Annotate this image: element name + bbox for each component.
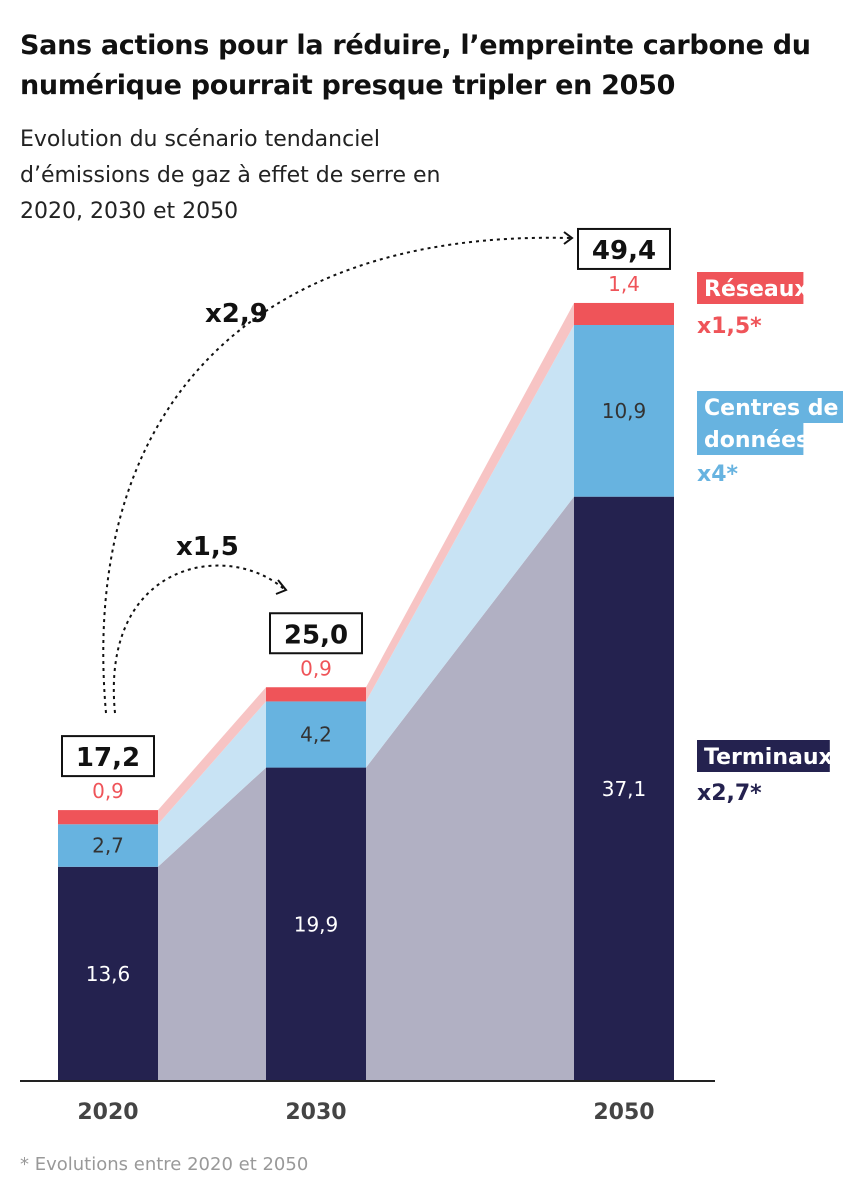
bar-2020-1 (58, 824, 158, 867)
annotation-x1-5: x1,5 (176, 532, 239, 562)
bar-2030-1 (266, 701, 366, 768)
total-box (269, 612, 363, 655)
value-label: 19,9 (294, 912, 339, 936)
area-terminaux (158, 767, 266, 1081)
legend-swatch (697, 272, 804, 304)
x-tick-label: 2030 (285, 1100, 346, 1125)
legend-multiplier: x1,5* (697, 314, 762, 339)
legend-swatch (697, 391, 843, 423)
arrow-x2-9 (102, 236, 571, 714)
area-réseaux (158, 687, 266, 825)
bar-2030-0 (266, 767, 366, 1081)
total-label: 49,4 (592, 236, 656, 266)
legend-label: Terminaux (704, 745, 833, 770)
value-label: 2,7 (92, 834, 124, 858)
arrowhead (275, 579, 288, 595)
legend-multiplier: x2,7* (697, 781, 762, 806)
value-label: 0,9 (300, 656, 332, 680)
area-réseaux (366, 302, 574, 702)
chart-subtitle: Evolution du scénario tendanciel d’émiss… (20, 127, 441, 224)
legend-multiplier: x4* (697, 462, 738, 487)
arrowhead (563, 231, 574, 245)
total-label: 17,2 (76, 743, 140, 773)
legend-label: données (704, 428, 809, 453)
area-centres-de-données (158, 701, 266, 867)
legend-label: Centres de (704, 396, 838, 421)
legend-label: Réseaux (704, 277, 809, 302)
value-label: 13,6 (86, 962, 131, 986)
total-box (577, 227, 671, 270)
bar-2050-1 (574, 325, 674, 497)
legend-swatch (697, 423, 804, 455)
legend-swatch (697, 740, 830, 772)
value-label: 37,1 (602, 777, 647, 801)
x-tick-label: 2020 (77, 1100, 138, 1125)
value-label: 4,2 (300, 723, 332, 747)
bar-2030-2 (266, 687, 366, 702)
arrow-x1-5 (112, 564, 286, 714)
bar-2020-2 (58, 810, 158, 825)
total-label: 25,0 (284, 620, 348, 650)
bar-2050-2 (574, 302, 674, 325)
chart-title: Sans actions pour la réduire, l’empreint… (20, 30, 811, 101)
footnote: * Evolutions entre 2020 et 2050 (20, 1154, 309, 1175)
value-label: 1,4 (608, 272, 640, 296)
area-centres-de-données (366, 325, 574, 768)
area-terminaux (366, 496, 574, 1081)
total-box (61, 735, 155, 778)
value-label: 10,9 (602, 399, 647, 423)
bar-2020-0 (58, 866, 158, 1081)
x-tick-label: 2050 (593, 1100, 654, 1125)
annotation-x2-9: x2,9 (205, 299, 268, 329)
value-label: 0,9 (92, 779, 124, 803)
bar-2050-0 (574, 496, 674, 1081)
